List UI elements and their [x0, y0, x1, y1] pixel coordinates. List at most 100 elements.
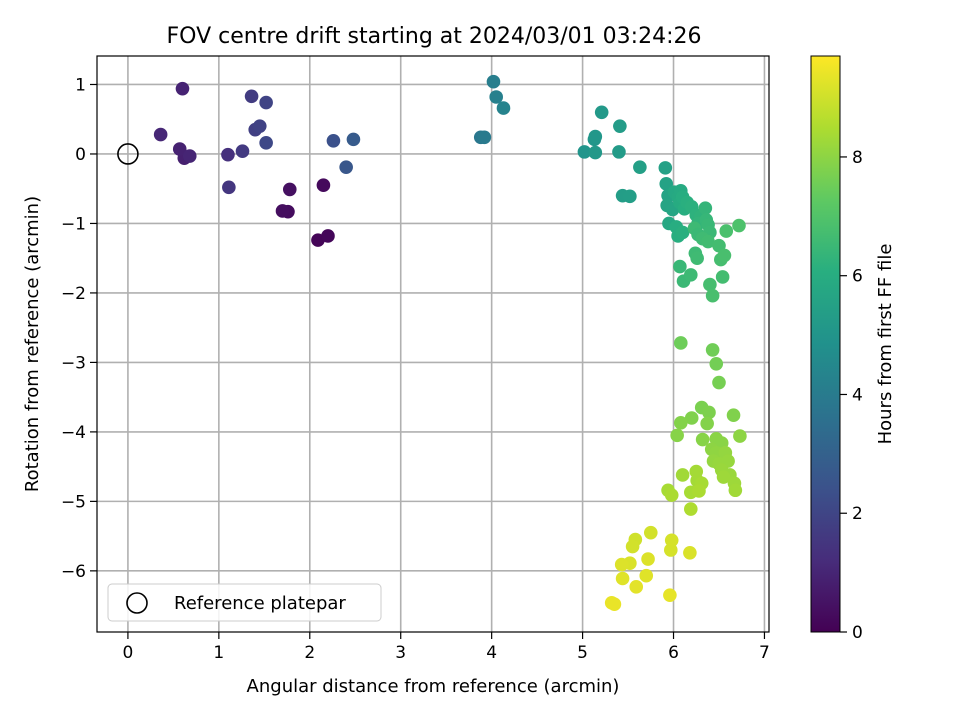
x-tick-label: 5 [577, 643, 588, 663]
x-tick-label: 1 [213, 643, 224, 663]
data-point [615, 571, 630, 586]
colorbar-tick-label: 8 [852, 148, 863, 168]
data-point [252, 119, 267, 133]
data-point [175, 81, 190, 96]
data-point [701, 234, 715, 249]
y-tick-label: −5 [61, 492, 86, 512]
x-tick-label: 6 [668, 643, 679, 663]
data-point [702, 405, 716, 420]
data-point [728, 483, 743, 498]
data-point [684, 411, 699, 425]
data-point [244, 89, 259, 104]
data-point [683, 268, 698, 282]
data-point [719, 224, 734, 238]
data-point [629, 580, 644, 594]
data-point [612, 145, 626, 159]
data-point [259, 136, 273, 150]
data-point [577, 145, 592, 159]
data-points [153, 74, 747, 612]
legend-label: Reference platepar [174, 593, 346, 614]
colorbar-label: Hours from first FF file [875, 244, 896, 445]
data-point [715, 270, 730, 284]
data-point [489, 90, 503, 104]
data-point [663, 543, 678, 557]
data-point [683, 545, 697, 560]
colorbar-tick-label: 2 [852, 504, 863, 524]
data-point [673, 259, 687, 274]
data-point [153, 127, 168, 142]
y-tick-label: 0 [75, 145, 86, 165]
data-point [670, 428, 684, 443]
reference-marker-layer [117, 143, 139, 165]
data-point [639, 568, 654, 583]
data-point [633, 160, 647, 174]
y-tick-label: −1 [61, 214, 86, 234]
y-tick-label: −6 [61, 562, 86, 582]
data-point [623, 189, 637, 204]
data-point [700, 416, 714, 431]
data-point [316, 178, 331, 193]
y-axis-ticks: −6 −5 −4 −3 −2 −1 0 1 [61, 75, 97, 582]
data-point [732, 218, 746, 233]
data-point [339, 160, 353, 174]
colorbar-ticks: 0 2 4 6 8 [840, 148, 863, 643]
data-point [326, 133, 341, 148]
y-tick-label: 1 [75, 75, 86, 95]
x-tick-label: 4 [486, 643, 497, 663]
chart-title: FOV centre drift starting at 2024/03/01 … [167, 24, 702, 49]
data-point [664, 488, 679, 502]
x-tick-label: 3 [395, 643, 406, 663]
x-axis-ticks: 0 1 2 3 4 5 6 7 [123, 632, 770, 663]
data-point [659, 177, 674, 191]
data-point [588, 129, 603, 144]
data-point [641, 552, 655, 566]
plot-frame [96, 55, 770, 633]
data-point [614, 557, 629, 572]
data-point [172, 142, 187, 156]
data-point [673, 416, 688, 430]
data-point [712, 375, 726, 390]
data-point [235, 144, 250, 158]
data-point [643, 525, 658, 540]
y-tick-label: −4 [61, 423, 86, 443]
data-point [182, 149, 197, 163]
data-point [346, 132, 361, 147]
data-point [496, 101, 511, 115]
data-point [698, 201, 713, 215]
x-tick-label: 2 [304, 643, 315, 663]
data-point [275, 204, 290, 218]
x-tick-label: 7 [759, 643, 770, 663]
data-point [690, 251, 704, 265]
data-point [321, 229, 335, 243]
data-point [477, 130, 492, 145]
data-point [675, 225, 690, 240]
data-point [726, 408, 741, 423]
reference-platepar-marker [117, 143, 139, 165]
data-point [486, 74, 501, 89]
data-point [259, 95, 273, 110]
y-tick-label: −2 [61, 284, 86, 304]
data-point [658, 161, 673, 175]
data-point [607, 597, 622, 612]
data-point [663, 588, 677, 602]
data-point [673, 336, 688, 350]
data-point [221, 147, 235, 162]
y-axis-label: Rotation from reference (arcmin) [22, 196, 43, 492]
data-point [683, 502, 698, 516]
colorbar [810, 55, 841, 633]
colorbar-tick-label: 0 [852, 623, 863, 643]
data-point [692, 484, 706, 498]
data-point [222, 180, 236, 195]
data-point [703, 277, 717, 292]
data-point [594, 105, 609, 120]
data-point [695, 432, 710, 447]
data-point [625, 539, 640, 554]
data-point [705, 288, 720, 303]
data-point [588, 145, 603, 160]
legend-box [107, 583, 382, 622]
y-tick-label: −3 [61, 353, 86, 373]
x-tick-label: 0 [123, 643, 134, 663]
data-point [717, 248, 732, 263]
